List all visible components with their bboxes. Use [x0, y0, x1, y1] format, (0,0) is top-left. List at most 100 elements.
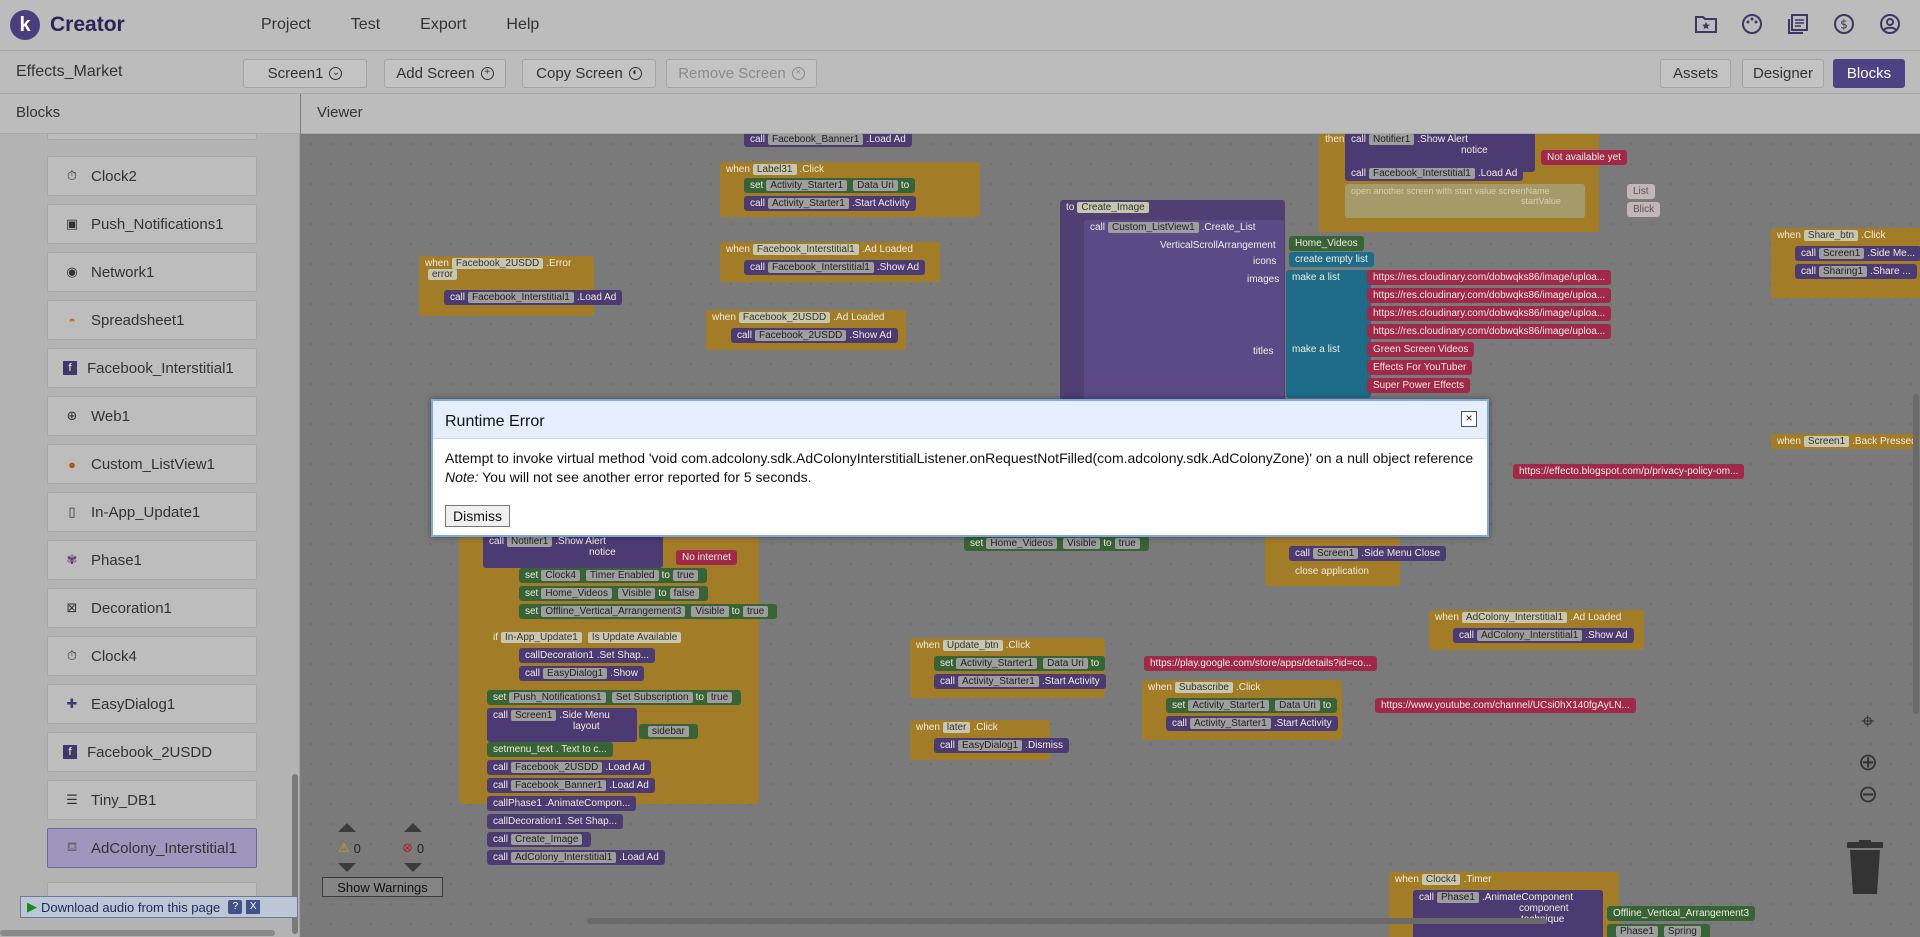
block-call-facebook-interstitial1-loadad-2[interactable]: call Facebook_Interstitial1 .Load Ad [1345, 166, 1524, 181]
block-call-screen1-sidemenu-layout[interactable]: call Screen1 .Side Menu layout [487, 708, 637, 742]
assets-button[interactable]: Assets [1660, 59, 1731, 88]
warning-next-icon[interactable] [338, 863, 356, 872]
component-item-spreadsheet1[interactable]: ◓ Spreadsheet1 [47, 300, 257, 340]
component-item-partial[interactable] [47, 134, 257, 140]
download-audio-label[interactable]: Download audio from this page [41, 899, 221, 915]
block-call-easydialog1-dismiss[interactable]: call EasyDialog1 .Dismiss [934, 738, 1069, 753]
workspace-vertical-scrollbar[interactable] [1913, 394, 1919, 714]
block-when-facebook-2usdd-error[interactable]: when Facebook_2USDD .Error error [419, 256, 594, 316]
zoom-out-icon[interactable]: ⊖ [1858, 781, 1879, 808]
block-call-activity-starter1-start-3[interactable]: call Activity_Starter1 .Start Activity [1166, 716, 1338, 731]
block-call-facebook-banner1-loadad-2[interactable]: call Facebook_Banner1 .Load Ad [487, 778, 655, 793]
block-call-facebook-banner1-loadad[interactable]: call Facebook_Banner1 .Load Ad [744, 134, 912, 147]
error-next-icon[interactable] [404, 863, 422, 872]
component-item-clock4[interactable]: ⏱ Clock4 [47, 636, 257, 676]
workspace-horizontal-scrollbar[interactable] [587, 918, 1547, 924]
menu-export[interactable]: Export [420, 16, 467, 33]
block-sidebar-value[interactable]: sidebar [639, 724, 698, 739]
block-call-facebook-2usdd-loadad[interactable]: call Facebook_2USDD .Load Ad [487, 760, 651, 775]
block-text-youtube-url[interactable]: https://www.youtube.com/channel/UCsi0hX1… [1375, 698, 1636, 713]
block-create-empty-list[interactable]: create empty list [1289, 252, 1374, 267]
block-call-decoration1-setshape-2[interactable]: callDecoration1 .Set Shap... [487, 814, 623, 829]
component-item-push-notifications1[interactable]: ▣ Push_Notifications1 [47, 204, 257, 244]
copy-screen-button[interactable]: Copy Screen ◐ [522, 59, 656, 88]
sidebar-scrollbar[interactable] [292, 774, 298, 934]
block-when-screen1-backpressed[interactable]: when Screen1 .Back Pressed [1771, 434, 1920, 449]
close-icon[interactable]: × [1461, 411, 1477, 427]
menu-help[interactable]: Help [506, 16, 540, 33]
zoom-in-icon[interactable]: ⊕ [1858, 749, 1879, 776]
component-item-adcolony-interstitial1[interactable]: ⛾ AdColony_Interstitial1 [47, 828, 257, 868]
block-call-notifier1-showalert[interactable]: call Notifier1 .Show Alert notice [1345, 134, 1535, 172]
component-item-phase1[interactable]: ✾ Phase1 [47, 540, 257, 580]
help-icon[interactable]: ? [228, 900, 243, 914]
block-call-create-image[interactable]: call Create_Image [487, 832, 592, 847]
block-call-facebook-2usdd-showad[interactable]: call Facebook_2USDD .Show Ad [731, 328, 898, 343]
screen-select-button[interactable]: Screen1 ⌄ [243, 59, 367, 88]
component-item-custom-listview1[interactable]: ● Custom_ListView1 [47, 444, 257, 484]
add-screen-button[interactable]: Add Screen + [384, 59, 506, 88]
component-item-facebook-interstitial1[interactable]: f Facebook_Interstitial1 [47, 348, 257, 388]
crosshair-icon[interactable]: ⌖ [1861, 708, 1875, 735]
block-text-blick[interactable]: Blick [1627, 202, 1661, 217]
error-prev-icon[interactable] [404, 823, 422, 832]
block-text-url-3[interactable]: https://res.cloudinary.com/dobwqks86/ima… [1367, 306, 1612, 321]
block-set-push-subscription[interactable]: set Push_Notifications1 Set Subscription to… [487, 690, 742, 705]
block-call-notifier1-noint[interactable]: call Notifier1 .Show Alert notice [483, 534, 663, 568]
block-set-activity-starter1-datauri[interactable]: set Activity_Starter1 Data Uri to [744, 178, 916, 193]
account-icon[interactable] [1878, 12, 1902, 36]
close-icon[interactable]: X [246, 900, 261, 914]
menu-project[interactable]: Project [261, 16, 311, 33]
block-call-facebook-interstitial1-showad[interactable]: call Facebook_Interstitial1 .Show Ad [744, 260, 926, 275]
block-set-offline-arrangement-visible[interactable]: set Offline_Vertical_Arrangement3 Visible t… [519, 604, 778, 619]
block-call-phase1-animate[interactable]: callPhase1 .AnimateCompon... [487, 796, 637, 811]
block-make-a-list-titles[interactable]: make a list [1286, 342, 1371, 398]
designer-button[interactable]: Designer [1742, 59, 1824, 88]
blocks-sidebar[interactable]: ⏱ Clock2 ▣ Push_Notifications1 ◉ Network… [0, 134, 300, 937]
block-set-clock4-timer[interactable]: set Clock4 Timer Enabled to true [519, 568, 708, 583]
block-set-activity-starter1-datauri-2[interactable]: set Activity_Starter1 Data Uri to [934, 656, 1106, 671]
block-text-not-available[interactable]: Not available yet [1541, 150, 1627, 165]
block-set-menu-text[interactable]: setmenu_text . Text to c... [487, 742, 613, 757]
palette-icon[interactable] [1740, 12, 1764, 36]
block-if-update-available[interactable]: if In-App_Update1 Is Update Available [487, 630, 691, 645]
component-item-network1[interactable]: ◉ Network1 [47, 252, 257, 292]
block-text-url-1[interactable]: https://res.cloudinary.com/dobwqks86/ima… [1367, 270, 1612, 285]
sidebar-horizontal-scrollbar[interactable] [0, 930, 275, 936]
block-set-activity-starter1-datauri-3[interactable]: set Activity_Starter1 Data Uri to [1166, 698, 1338, 713]
block-text-super-power[interactable]: Super Power Effects [1367, 378, 1470, 393]
trash-icon[interactable] [1845, 840, 1885, 895]
component-item-web1[interactable]: ⊕ Web1 [47, 396, 257, 436]
block-set-home-videos-visible-false[interactable]: set Home_Videos Visible to false [519, 586, 708, 601]
block-text-list[interactable]: List [1627, 184, 1655, 199]
block-text-privacy-url[interactable]: https://effecto.blogspot.com/p/privacy-p… [1513, 464, 1745, 479]
block-text-no-internet[interactable]: No internet [676, 550, 737, 565]
block-text-green-screen[interactable]: Green Screen Videos [1367, 342, 1475, 357]
block-call-sharing1-share[interactable]: call Sharing1 .Share ... [1795, 264, 1917, 279]
block-open-another-screen-disabled[interactable]: open another screen with start value scr… [1345, 184, 1585, 218]
component-item-tiny-db1[interactable]: ☰ Tiny_DB1 [47, 780, 257, 820]
component-item-clock2[interactable]: ⏱ Clock2 [47, 156, 257, 196]
block-phase1-spring[interactable]: Phase1 Spring [1607, 924, 1710, 937]
block-text-effects-youtuber[interactable]: Effects For YouTuber [1367, 360, 1473, 375]
block-call-decoration1-setshape[interactable]: callDecoration1 .Set Shap... [519, 648, 655, 663]
block-call-phase1-animatecomponent[interactable]: callPhase1.AnimateComponent component te… [1413, 890, 1603, 937]
component-item-facebook-2usdd[interactable]: f Facebook_2USDD [47, 732, 257, 772]
app-logo[interactable]: k Creator [10, 10, 240, 40]
library-icon[interactable] [1786, 12, 1810, 36]
block-make-a-list-images[interactable]: make a list [1286, 270, 1371, 350]
block-text-url-4[interactable]: https://res.cloudinary.com/dobwqks86/ima… [1367, 324, 1612, 339]
block-call-easydialog1-show[interactable]: call EasyDialog1 .Show [519, 666, 644, 681]
warning-prev-icon[interactable] [338, 823, 356, 832]
block-call-adcolony-loadad[interactable]: call AdColony_Interstitial1 .Load Ad [487, 850, 665, 865]
dollar-icon[interactable]: $ [1832, 12, 1856, 36]
download-audio-bar[interactable]: ▶ Download audio from this page ? X [20, 896, 298, 918]
block-text-play-store-url[interactable]: https://play.google.com/store/apps/detai… [1144, 656, 1378, 671]
block-offline-arrangement-getter[interactable]: Offline_Vertical_Arrangement3 [1607, 906, 1756, 921]
block-set-home-videos-visible-true[interactable]: set Home_Videos Visible to true [964, 536, 1149, 551]
block-home-videos-getter[interactable]: Home_Videos [1289, 236, 1364, 251]
component-item-decoration1[interactable]: ⊠ Decoration1 [47, 588, 257, 628]
block-call-activity-starter1-start[interactable]: call Activity_Starter1 .Start Activity [744, 196, 916, 211]
dismiss-button[interactable]: Dismiss [445, 505, 510, 527]
remove-screen-button[interactable]: Remove Screen × [666, 59, 817, 88]
